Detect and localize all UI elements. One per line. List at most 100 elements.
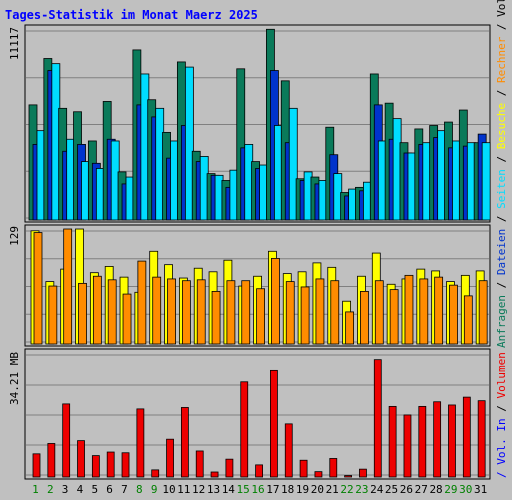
bar-rechner-6	[107, 279, 117, 345]
x-tick-label: 20	[311, 483, 324, 496]
bar-volumen-25	[388, 405, 397, 478]
bar-seiten-11	[184, 66, 194, 221]
bar-rechner-19	[300, 286, 310, 345]
bar-volumen-4	[77, 440, 85, 478]
x-tick-label: 4	[77, 483, 84, 496]
bar-rechner-22	[345, 311, 355, 345]
bar-volumen-24	[373, 359, 382, 478]
x-tick-label: 30	[459, 483, 472, 496]
bar-volumen-13	[210, 471, 219, 478]
bar-volumen-7	[121, 452, 130, 478]
x-tick-label: 28	[429, 483, 442, 496]
bar-rechner-21	[330, 280, 340, 345]
bar-volumen-26	[403, 414, 412, 478]
x-tick-label: 15	[237, 483, 250, 496]
bar-rechner-4	[78, 282, 87, 345]
x-tick-label: 5	[91, 483, 98, 496]
bar-volumen-3	[62, 403, 71, 478]
bar-volumen-12	[195, 450, 204, 478]
bar-seiten-31	[481, 142, 491, 221]
bar-volumen-5	[91, 455, 100, 478]
bar-rechner-3	[63, 228, 73, 345]
x-tick-label: 21	[326, 483, 339, 496]
bar-rechner-7	[122, 293, 132, 345]
x-tick-label: 1	[32, 483, 39, 496]
bar-rechner-12	[196, 279, 206, 345]
bar-volumen-8	[136, 408, 145, 478]
bar-rechner-20	[315, 278, 325, 345]
x-tick-label: 19	[296, 483, 309, 496]
bar-volumen-6	[106, 451, 115, 478]
x-tick-label: 2	[47, 483, 54, 496]
bar-volumen-9	[151, 469, 160, 478]
chart-legend: Anfragen / Dateien / Seiten / Besuche / …	[495, 0, 508, 478]
bar-rechner-10	[167, 278, 176, 345]
legend-upper: Anfragen / Dateien / Seiten / Besuche / …	[495, 0, 508, 348]
bar-rechner-24	[374, 280, 384, 345]
bar-rechner-9	[152, 276, 162, 345]
bar-rechner-29	[449, 284, 458, 345]
x-tick-label: 25	[385, 483, 398, 496]
bar-volumen-15	[240, 381, 249, 478]
x-tick-label: 10	[162, 483, 175, 496]
x-tick-label: 8	[136, 483, 143, 496]
x-tick-label: 12	[192, 483, 205, 496]
bar-rechner-1	[33, 232, 43, 345]
bar-rechner-28	[434, 276, 444, 345]
bar-rechner-18	[285, 281, 295, 345]
bar-seiten-18	[288, 107, 298, 221]
x-tick-label: 22	[340, 483, 353, 496]
chart-panel-3	[24, 348, 491, 480]
bar-rechner-8	[137, 260, 147, 345]
bar-volumen-23	[359, 468, 367, 478]
legend-lower: / Vol. In / Volumen	[495, 352, 508, 478]
bar-rechner-16	[256, 288, 265, 345]
bar-rechner-27	[419, 278, 429, 345]
bar-volumen-20	[314, 471, 323, 478]
bar-volumen-19	[299, 459, 308, 478]
x-tick-label: 26	[400, 483, 413, 496]
bar-rechner-25	[389, 289, 399, 345]
bar-volumen-22	[344, 475, 353, 478]
bar-volumen-11	[180, 407, 189, 478]
bar-volumen-28	[433, 401, 442, 478]
bar-rechner-31	[478, 280, 488, 345]
x-tick-label: 18	[281, 483, 294, 496]
bar-rechner-13	[211, 291, 221, 345]
bar-volumen-18	[284, 423, 293, 478]
bar-volumen-30	[462, 396, 471, 478]
x-tick-label: 17	[266, 483, 279, 496]
x-tick-label: 9	[151, 483, 158, 496]
bar-volumen-31	[477, 400, 486, 478]
x-tick-label: 27	[415, 483, 428, 496]
y-axis-max-label: 11117	[8, 27, 21, 60]
bar-volumen-16	[255, 464, 263, 478]
x-tick-label: 23	[355, 483, 368, 496]
bar-volumen-17	[270, 369, 278, 478]
bar-rechner-30	[463, 295, 473, 345]
bar-rechner-17	[271, 258, 280, 345]
y-axis-max-label: 34.21 MB	[8, 352, 21, 405]
bar-volumen-1	[32, 453, 41, 478]
bar-rechner-2	[48, 285, 58, 345]
x-tick-label: 7	[121, 483, 128, 496]
bar-rechner-14	[226, 280, 236, 345]
chart-bars	[28, 28, 491, 478]
bar-rechner-5	[92, 275, 102, 345]
x-tick-label: 24	[370, 483, 384, 496]
bar-volumen-27	[418, 405, 427, 478]
page-title: Tages-Statistik im Monat Maerz 2025	[5, 8, 258, 22]
bar-volumen-21	[329, 458, 338, 478]
x-tick-label: 29	[444, 483, 457, 496]
bar-volumen-14	[225, 458, 234, 478]
x-tick-label: 6	[106, 483, 113, 496]
bar-rechner-11	[181, 280, 191, 345]
bar-rechner-26	[404, 274, 414, 345]
x-tick-label: 3	[62, 483, 69, 496]
y-axis-max-label: 129	[8, 226, 21, 246]
bar-volumen-10	[166, 438, 174, 478]
x-tick-label: 14	[222, 483, 236, 496]
